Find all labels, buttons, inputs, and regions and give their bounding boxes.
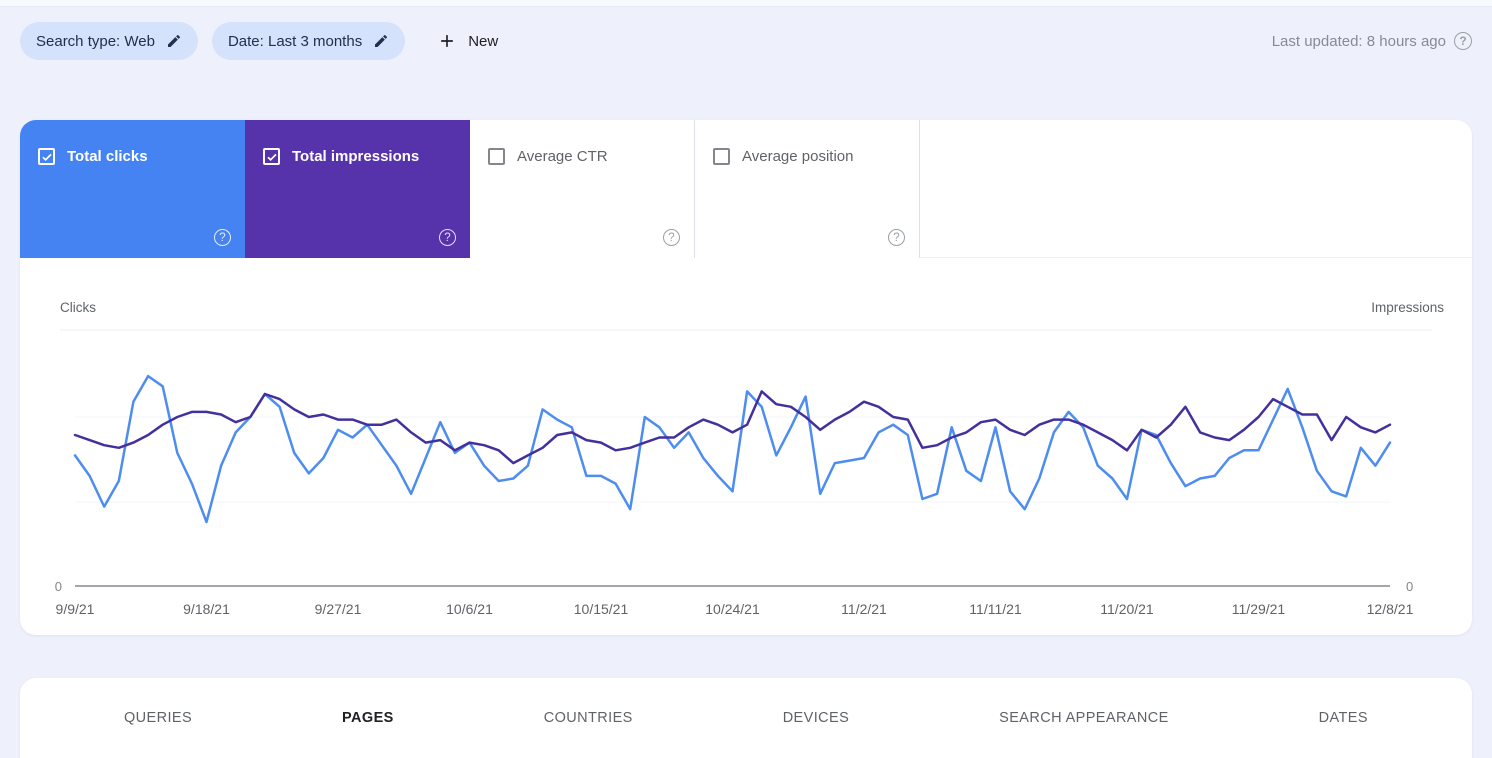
- x-tick-label: 10/15/21: [574, 601, 629, 617]
- x-tick-label: 11/11/21: [969, 601, 1022, 617]
- metric-card-label: Average position: [742, 148, 854, 165]
- left-axis-title: Clicks: [60, 300, 96, 315]
- x-tick-label: 10/6/21: [446, 601, 493, 617]
- x-tick-label: 12/8/21: [1367, 601, 1414, 617]
- date-range-chip-label: Date: Last 3 months: [227, 32, 363, 50]
- edit-pencil-icon: [167, 34, 180, 47]
- line-chart[interactable]: 0 0 9/9/21 9/18/21 9/27/21 10/6/21 10/15/21 10/…: [20, 318, 1472, 628]
- y-axis-zero-left: 0: [55, 579, 62, 594]
- help-icon[interactable]: [439, 229, 456, 246]
- filter-bar: Search type: Web Date: Last 3 months New…: [20, 22, 1472, 60]
- search-type-chip-label: Search type: Web: [36, 32, 155, 50]
- y-axis-zero-right: 0: [1406, 579, 1413, 594]
- checkbox-unchecked-icon[interactable]: [488, 148, 505, 165]
- last-updated-text: Last updated: 8 hours ago: [1271, 32, 1446, 50]
- performance-chart: Clicks Impressions 0 0 9/9/21 9/18/21 9/27/2…: [20, 258, 1472, 635]
- help-icon[interactable]: [663, 229, 680, 246]
- metric-card-total-impressions[interactable]: Total impressions: [245, 120, 470, 258]
- metric-card-label: Total impressions: [292, 148, 420, 165]
- metric-card-average-position[interactable]: Average position: [695, 120, 920, 258]
- metric-card-average-ctr[interactable]: Average CTR: [470, 120, 695, 258]
- tab-search-appearance[interactable]: SEARCH APPEARANCE: [999, 710, 1169, 726]
- edit-pencil-icon: [375, 34, 388, 47]
- x-tick-label: 11/29/21: [1232, 601, 1286, 617]
- right-axis-title: Impressions: [1371, 300, 1444, 315]
- help-icon[interactable]: [214, 229, 231, 246]
- series-line-total-clicks: [73, 374, 1392, 524]
- date-range-chip[interactable]: Date: Last 3 months: [211, 22, 406, 60]
- x-tick-label: 9/9/21: [56, 601, 95, 617]
- tab-countries[interactable]: COUNTRIES: [543, 710, 633, 726]
- tab-pages[interactable]: PAGES: [342, 710, 394, 726]
- metric-card-label: Total clicks: [67, 148, 148, 165]
- metric-card-label: Average CTR: [517, 148, 608, 165]
- new-filter-button[interactable]: New: [437, 31, 498, 51]
- tab-dates[interactable]: DATES: [1318, 710, 1368, 726]
- checkbox-checked-icon[interactable]: [38, 148, 55, 165]
- x-tick-label: 9/27/21: [315, 601, 362, 617]
- plus-icon: [441, 35, 454, 47]
- x-tick-label: 11/20/21: [1100, 601, 1154, 617]
- last-updated: Last updated: 8 hours ago: [1272, 32, 1472, 50]
- checkbox-checked-icon[interactable]: [263, 148, 280, 165]
- x-tick-label: 9/18/21: [183, 601, 230, 617]
- help-icon[interactable]: [1454, 32, 1472, 50]
- metric-cards-row: Total clicks Total impressions Average C…: [20, 120, 1472, 258]
- x-tick-label: 11/2/21: [841, 601, 887, 617]
- dimension-tabs: QUERIES PAGES COUNTRIES DEVICES SEARCH A…: [20, 678, 1472, 758]
- metric-card-total-clicks[interactable]: Total clicks: [20, 120, 245, 258]
- search-type-chip[interactable]: Search type: Web: [20, 22, 198, 60]
- tab-queries[interactable]: QUERIES: [124, 710, 193, 726]
- series-line-total-impressions: [73, 390, 1392, 465]
- performance-panel: Total clicks Total impressions Average C…: [20, 120, 1472, 635]
- x-tick-label: 10/24/21: [705, 601, 760, 617]
- checkbox-unchecked-icon[interactable]: [713, 148, 730, 165]
- help-icon[interactable]: [888, 229, 905, 246]
- new-filter-label: New: [468, 32, 499, 50]
- tab-devices[interactable]: DEVICES: [782, 710, 850, 726]
- top-divider: [0, 0, 1492, 7]
